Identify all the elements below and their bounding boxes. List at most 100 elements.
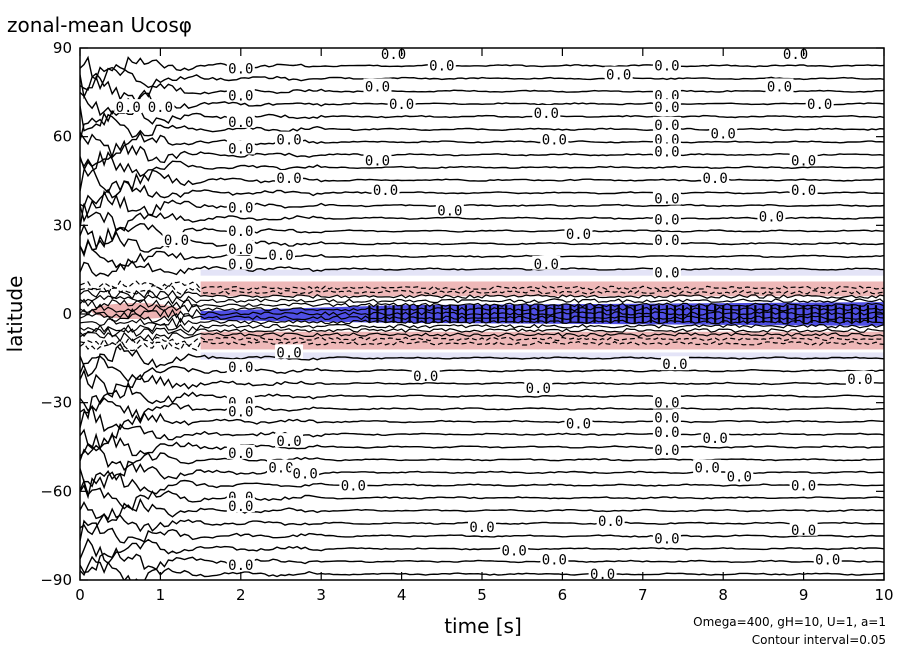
contour-line bbox=[80, 222, 884, 249]
contour-label: 0.0 bbox=[654, 59, 679, 75]
contour-label: 0.0 bbox=[542, 133, 567, 149]
contour-label: 0.0 bbox=[437, 204, 462, 220]
contour-label-bg bbox=[789, 152, 818, 167]
contour-label: 0.0 bbox=[381, 47, 406, 63]
contour-label-bg bbox=[693, 459, 722, 474]
contour-label: 0.0 bbox=[703, 431, 728, 447]
contour-label: 0.0 bbox=[654, 100, 679, 116]
contour-label-bg bbox=[226, 87, 255, 102]
y-axis-label: latitude bbox=[3, 276, 27, 353]
contour-line bbox=[80, 342, 884, 378]
contour-label-bg bbox=[162, 232, 191, 247]
shade-south-negative-halo bbox=[200, 352, 884, 360]
contour-label-bg bbox=[532, 105, 561, 120]
contour-label: 0.0 bbox=[148, 100, 173, 116]
contour-label-bg bbox=[500, 542, 529, 557]
contour-label: 0.0 bbox=[566, 227, 591, 243]
contour-label-bg bbox=[596, 512, 625, 527]
contour-label-bg bbox=[226, 444, 255, 459]
contour-line bbox=[80, 55, 884, 81]
contour-label: 0.0 bbox=[703, 171, 728, 187]
contour-label-bg bbox=[411, 368, 440, 383]
contour-line bbox=[80, 239, 884, 271]
contour-label-bg bbox=[588, 566, 617, 580]
shade-north-negative-halo bbox=[200, 269, 884, 276]
contour-label-bg bbox=[652, 190, 681, 205]
contour-line bbox=[80, 72, 884, 105]
contour-label: 0.0 bbox=[228, 257, 253, 273]
contour-label-bg bbox=[781, 48, 810, 60]
contour-label-bg bbox=[226, 140, 255, 155]
contour-label: 0.0 bbox=[807, 97, 832, 113]
contour-label-bg bbox=[226, 498, 255, 513]
contour-label: 0.0 bbox=[727, 470, 752, 486]
jet-contour-line bbox=[80, 336, 884, 347]
contour-label-bg bbox=[468, 518, 496, 533]
contour-label-bg bbox=[813, 551, 842, 566]
contour-label: 0.0 bbox=[654, 144, 679, 160]
contour-label: 0.0 bbox=[662, 357, 687, 373]
contour-label-bg bbox=[789, 521, 818, 536]
contour-label: 0.0 bbox=[598, 514, 623, 530]
contour-label-bg bbox=[757, 208, 786, 223]
contour-label-bg bbox=[652, 87, 681, 102]
shade-south-positive bbox=[200, 331, 884, 350]
contour-line bbox=[80, 189, 884, 223]
contour-line bbox=[80, 478, 884, 511]
contour-line bbox=[80, 230, 884, 256]
jet-contour-line bbox=[80, 284, 884, 296]
contour-label-bg bbox=[652, 131, 681, 146]
contour-interval-note: Contour interval=0.05 bbox=[752, 633, 886, 647]
contour-label-bg bbox=[845, 371, 874, 386]
contour-label: 0.0 bbox=[469, 520, 494, 536]
contour-label: 0.0 bbox=[164, 233, 189, 249]
contour-label-bg bbox=[540, 131, 569, 146]
contour-label-bg bbox=[226, 240, 255, 255]
contour-label: 0.0 bbox=[606, 68, 631, 84]
y-tick-label: 60 bbox=[53, 128, 72, 146]
y-axis-ticks: 90 60 30 0 −30 −60 −90 bbox=[40, 39, 884, 589]
contour-label-bg bbox=[652, 409, 681, 424]
contour-label: 0.0 bbox=[791, 153, 816, 169]
x-tick-label: 2 bbox=[236, 586, 246, 604]
contour-label-bg bbox=[701, 170, 730, 185]
contour-label-bg bbox=[226, 113, 255, 128]
contour-line bbox=[80, 131, 884, 159]
contour-label-bg bbox=[275, 170, 304, 185]
contour-labels: 0.0 0.0 0.0 0.0 0.0 0.0 0.0 0.0 0.0 0.0 0.0 0.0 0.0 0… bbox=[114, 47, 874, 580]
contour-label-bg bbox=[652, 143, 681, 158]
contour-label: 0.0 bbox=[276, 434, 301, 450]
contour-label-bg bbox=[652, 424, 681, 439]
contour-label: 0.0 bbox=[654, 212, 679, 228]
x-tick-label: 9 bbox=[799, 586, 809, 604]
contour-label-bg bbox=[805, 96, 834, 111]
contour-line bbox=[80, 547, 884, 574]
contour-label-bg bbox=[114, 99, 143, 114]
chart-title: zonal-mean Ucosφ bbox=[7, 13, 192, 37]
contour-label: 0.0 bbox=[276, 171, 301, 187]
contour-line bbox=[80, 149, 884, 178]
contour-label-bg bbox=[226, 60, 255, 75]
contour-label-bg bbox=[604, 66, 633, 81]
x-tick-label: 0 bbox=[75, 586, 85, 604]
y-tick-label: −90 bbox=[40, 571, 72, 589]
contour-label: 0.0 bbox=[365, 79, 390, 95]
contour-label-bg bbox=[652, 57, 681, 72]
contour-label-bg bbox=[709, 125, 738, 140]
contour-line bbox=[80, 519, 884, 544]
contour-label: 0.0 bbox=[783, 47, 808, 63]
x-axis-label: time [s] bbox=[444, 614, 522, 638]
contour-label-bg bbox=[652, 394, 681, 409]
contour-label: 0.0 bbox=[268, 461, 293, 477]
contour-label-bg bbox=[339, 477, 368, 492]
contour-label-bg bbox=[387, 96, 416, 111]
contour-label: 0.0 bbox=[116, 100, 141, 116]
y-tick-label: −30 bbox=[40, 394, 72, 412]
contour-label: 0.0 bbox=[292, 467, 317, 483]
contour-label: 0.0 bbox=[429, 59, 454, 75]
contour-line bbox=[80, 355, 884, 383]
contour-label: 0.0 bbox=[276, 133, 301, 149]
y-tick-label: 90 bbox=[53, 39, 72, 57]
contour-line bbox=[80, 180, 884, 208]
contour-label-bg bbox=[275, 131, 304, 146]
